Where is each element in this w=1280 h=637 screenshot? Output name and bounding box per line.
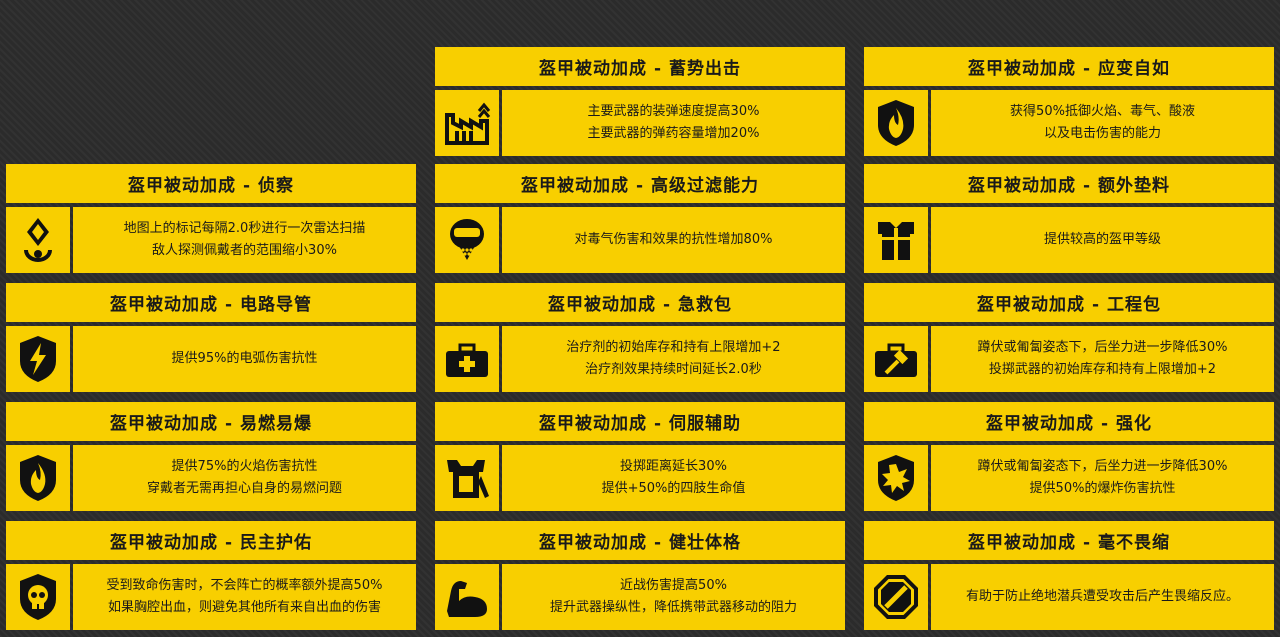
armor-vest-icon	[864, 207, 928, 273]
card-description: 地图上的标记每隔2.0秒进行一次雷达扫描 敌人探测佩戴者的范围缩小30%	[73, 207, 416, 273]
skull-shield-icon	[6, 564, 70, 630]
card-title: 盔甲被动加成 - 高级过滤能力	[435, 164, 845, 203]
card-inflammable: 盔甲被动加成 - 易燃易爆 提供75%的火焰伤害抗性 穿戴者无需再担心自身的易燃…	[6, 402, 416, 511]
fire-shield-icon	[864, 90, 928, 156]
card-title: 盔甲被动加成 - 毫不畏缩	[864, 521, 1274, 560]
flexed-arm-icon	[435, 564, 499, 630]
card-med-kit: 盔甲被动加成 - 急救包 治疗剂的初始库存和持有上限增加+2 治疗剂效果持续时间…	[435, 283, 845, 392]
card-title: 盔甲被动加成 - 伺服辅助	[435, 402, 845, 441]
medkit-icon	[435, 326, 499, 392]
card-description: 提供75%的火焰伤害抗性 穿戴者无需再担心自身的易燃问题	[73, 445, 416, 511]
radar-marker-icon	[6, 207, 70, 273]
card-advanced-filtration: 盔甲被动加成 - 高级过滤能力 对毒气伤害和效果的抗性增加80%	[435, 164, 845, 273]
card-adaptive: 盔甲被动加成 - 应变自如 获得50%抵御火焰、毒气、酸液 以及电击伤害的能力	[864, 47, 1274, 156]
card-title: 盔甲被动加成 - 健壮体格	[435, 521, 845, 560]
card-title: 盔甲被动加成 - 额外垫料	[864, 164, 1274, 203]
card-recon: 盔甲被动加成 - 侦察 地图上的标记每隔2.0秒进行一次雷达扫描 敌人探测佩戴者…	[6, 164, 416, 273]
card-servo-assisted: 盔甲被动加成 - 伺服辅助 投掷距离延长30% 提供+50%的四肢生命值	[435, 402, 845, 511]
card-description: 提供较高的盔甲等级	[931, 207, 1274, 273]
card-title: 盔甲被动加成 - 侦察	[6, 164, 416, 203]
card-title: 盔甲被动加成 - 易燃易爆	[6, 402, 416, 441]
card-title: 盔甲被动加成 - 强化	[864, 402, 1274, 441]
card-description: 提供95%的电弧伤害抗性	[73, 326, 416, 392]
toolbox-hammer-icon	[864, 326, 928, 392]
card-engineering-kit: 盔甲被动加成 - 工程包 蹲伏或匍匐姿态下，后坐力进一步降低30% 投掷武器的初…	[864, 283, 1274, 392]
lightning-shield-icon	[6, 326, 70, 392]
card-description: 主要武器的装弹速度提高30% 主要武器的弹药容量增加20%	[502, 90, 845, 156]
card-description: 受到致命伤害时，不会阵亡的概率额外提高50% 如果胸腔出血，则避免其他所有来自出…	[73, 564, 416, 630]
gas-mask-icon	[435, 207, 499, 273]
explosion-shield-icon	[864, 445, 928, 511]
card-description: 有助于防止绝地潜兵遭受攻击后产生畏缩反应。	[931, 564, 1274, 630]
card-title: 盔甲被动加成 - 工程包	[864, 283, 1274, 322]
ammo-crate-icon	[435, 90, 499, 156]
card-description: 近战伤害提高50% 提升武器操纵性，降低携带武器移动的阻力	[502, 564, 845, 630]
card-title: 盔甲被动加成 - 蓄势出击	[435, 47, 845, 86]
card-title: 盔甲被动加成 - 电路导管	[6, 283, 416, 322]
card-fortified-body: 盔甲被动加成 - 健壮体格 近战伤害提高50% 提升武器操纵性，降低携带武器移动…	[435, 521, 845, 630]
servo-arm-icon	[435, 445, 499, 511]
card-title: 盔甲被动加成 - 民主护佑	[6, 521, 416, 560]
card-electrical-conduit: 盔甲被动加成 - 电路导管 提供95%的电弧伤害抗性	[6, 283, 416, 392]
card-extra-padding: 盔甲被动加成 - 额外垫料 提供较高的盔甲等级	[864, 164, 1274, 273]
card-description: 对毒气伤害和效果的抗性增加80%	[502, 207, 845, 273]
card-democracy-protects: 盔甲被动加成 - 民主护佑 受到致命伤害时，不会阵亡的概率额外提高50% 如果胸…	[6, 521, 416, 630]
card-description: 投掷距离延长30% 提供+50%的四肢生命值	[502, 445, 845, 511]
card-description: 治疗剂的初始库存和持有上限增加+2 治疗剂效果持续时间延长2.0秒	[502, 326, 845, 392]
card-description: 蹲伏或匍匐姿态下，后坐力进一步降低30% 提供50%的爆炸伤害抗性	[931, 445, 1274, 511]
card-title: 盔甲被动加成 - 急救包	[435, 283, 845, 322]
card-peak-physique: 盔甲被动加成 - 蓄势出击 主要武器的装弹速度提高30% 主要武器的弹药容量增加…	[435, 47, 845, 156]
card-description: 获得50%抵御火焰、毒气、酸液 以及电击伤害的能力	[931, 90, 1274, 156]
card-title: 盔甲被动加成 - 应变自如	[864, 47, 1274, 86]
card-unflinching: 盔甲被动加成 - 毫不畏缩 有助于防止绝地潜兵遭受攻击后产生畏缩反应。	[864, 521, 1274, 630]
flame-shield-icon	[6, 445, 70, 511]
no-entry-icon	[864, 564, 928, 630]
card-fortified: 盔甲被动加成 - 强化 蹲伏或匍匐姿态下，后坐力进一步降低30% 提供50%的爆…	[864, 402, 1274, 511]
card-description: 蹲伏或匍匐姿态下，后坐力进一步降低30% 投掷武器的初始库存和持有上限增加+2	[931, 326, 1274, 392]
